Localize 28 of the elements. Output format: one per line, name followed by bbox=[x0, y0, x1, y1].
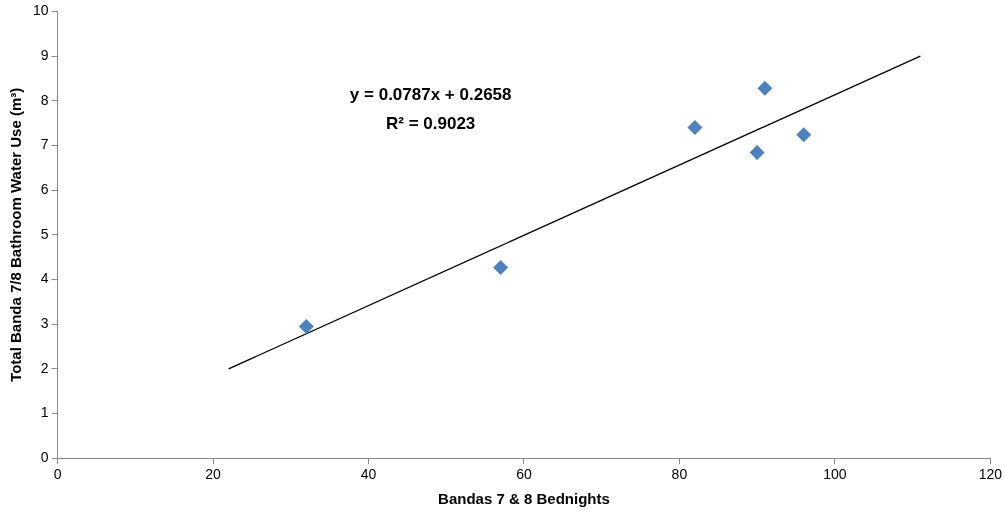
x-tick-label: 0 bbox=[53, 466, 62, 483]
x-tick-label: 20 bbox=[205, 466, 222, 483]
y-tick-label: 9 bbox=[40, 46, 49, 63]
point bbox=[757, 80, 773, 96]
y-axis-title: Total Banda 7/8 Bathroom Water Use (m³) bbox=[7, 87, 25, 382]
y-tick-label: 4 bbox=[40, 270, 49, 287]
y-tick-label: 3 bbox=[40, 315, 49, 332]
annotation: y = 0.0787x + 0.2658 bbox=[349, 85, 512, 105]
x-axis-title: Bandas 7 & 8 Bednights bbox=[438, 490, 610, 508]
y-tick-label: 1 bbox=[40, 404, 49, 421]
y-tick-label: 6 bbox=[40, 180, 49, 197]
y-tick-label: 2 bbox=[40, 359, 49, 376]
point bbox=[298, 318, 314, 334]
x-tick-label: 100 bbox=[823, 466, 847, 483]
point bbox=[493, 259, 509, 275]
y-tick-label: 5 bbox=[40, 225, 49, 242]
x-tick-label: 80 bbox=[671, 466, 688, 483]
y-tick-label: 10 bbox=[32, 2, 49, 19]
point bbox=[687, 120, 703, 136]
point bbox=[749, 145, 765, 161]
y-tick-label: 7 bbox=[40, 136, 49, 153]
x-tick-label: 60 bbox=[516, 466, 532, 483]
x-tick-label: 120 bbox=[978, 466, 1003, 483]
x-tick-label: 40 bbox=[360, 466, 377, 483]
y-tick-label: 8 bbox=[40, 91, 49, 108]
annotation: R² = 0.9023 bbox=[386, 114, 476, 134]
point bbox=[796, 127, 812, 143]
y-tick-label: 0 bbox=[40, 449, 49, 466]
